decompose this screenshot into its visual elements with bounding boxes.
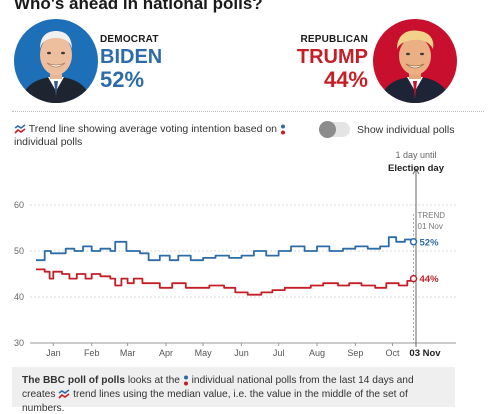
trend-annotation-date: 01 Nov xyxy=(418,222,443,231)
show-polls-label[interactable]: Show individual polls xyxy=(357,124,455,136)
y-tick-label: 30 xyxy=(14,338,24,348)
trend-annotation-title: TREND xyxy=(418,211,446,220)
footnote-bold: The BBC poll of polls xyxy=(22,375,125,386)
election-day-arrow xyxy=(412,168,420,175)
x-tick-label: Aug xyxy=(309,348,325,358)
democrat-percentage: 52% xyxy=(100,67,145,92)
x-tick-label: May xyxy=(195,348,213,358)
poll-trend-chart: 30 40 50 60 Jan Feb Mar Apr May Jun Jul Aug Sep Oct 1 … xyxy=(14,150,456,359)
methodology-footnote: The BBC poll of polls looks at the indiv… xyxy=(12,367,455,414)
footnote-part3: trend lines using the median value, i.e.… xyxy=(22,389,408,414)
election-tick-label: 03 Nov xyxy=(409,348,441,359)
poll-dots-icon xyxy=(280,124,285,135)
x-tick-label: Jul xyxy=(273,348,285,358)
individual-polls-text: individual polls xyxy=(14,136,83,148)
y-tick-label: 60 xyxy=(14,200,24,210)
x-tick-label: Feb xyxy=(84,348,100,358)
republican-party-label: REPUBLICAN xyxy=(300,34,368,45)
trump-end-point xyxy=(409,274,418,283)
footnote-part1: looks at the xyxy=(127,375,180,386)
x-tick-label: Sep xyxy=(347,348,363,358)
biden-portrait xyxy=(14,19,98,103)
x-tick-label: Mar xyxy=(120,348,136,358)
trump-trend-line xyxy=(36,268,415,296)
trend-legend: Trend line showing average voting intent… xyxy=(14,123,304,149)
toggle-knob[interactable] xyxy=(319,121,336,138)
x-tick-label: Apr xyxy=(159,348,173,358)
y-tick-label: 40 xyxy=(14,292,24,302)
y-tick-label: 50 xyxy=(14,246,24,256)
show-polls-toggle[interactable] xyxy=(319,121,350,138)
election-day-label: Election day xyxy=(388,163,445,174)
biden-end-label: 52% xyxy=(420,237,440,248)
page-title: Who's ahead in national polls? xyxy=(14,0,263,13)
x-tick-label: Jan xyxy=(46,348,61,358)
x-tick-label: Jun xyxy=(234,348,249,358)
republican-name: TRUMP xyxy=(296,46,368,68)
trend-lines-icon xyxy=(58,389,70,399)
trump-portrait xyxy=(373,19,457,103)
democrat-name: BIDEN xyxy=(100,46,163,68)
trend-legend-text: Trend line showing average voting intent… xyxy=(28,123,278,135)
democrat-party-label: DEMOCRAT xyxy=(100,34,159,45)
trend-lines-icon xyxy=(14,124,26,134)
section-divider xyxy=(12,111,484,112)
biden-trend-line xyxy=(36,236,415,262)
poll-dots-icon xyxy=(183,375,188,386)
biden-end-point xyxy=(409,238,418,246)
election-countdown-label: 1 day until xyxy=(395,150,436,160)
x-tick-label: Oct xyxy=(385,348,400,358)
republican-percentage: 44% xyxy=(323,67,368,92)
trump-end-label: 44% xyxy=(420,274,440,285)
republican-block: REPUBLICAN TRUMP 44% xyxy=(297,34,368,92)
footnote-part2: individual national polls from the last … xyxy=(22,375,414,400)
democrat-block: DEMOCRAT BIDEN 52% xyxy=(100,34,162,92)
